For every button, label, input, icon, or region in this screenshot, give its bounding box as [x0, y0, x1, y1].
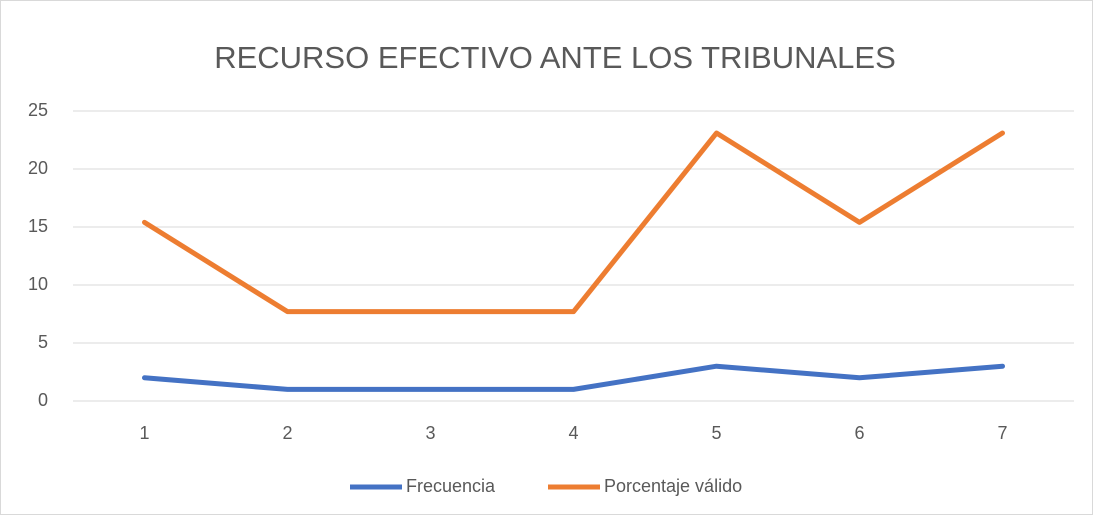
x-tick-label: 2 [282, 423, 292, 443]
y-tick-label: 20 [28, 158, 48, 178]
data-line [142, 130, 1005, 315]
x-tick-label: 1 [139, 423, 149, 443]
y-tick-label: 5 [38, 332, 48, 352]
data-line [142, 363, 1005, 392]
legend-label: Porcentaje válido [604, 476, 742, 496]
x-tick-label: 5 [711, 423, 721, 443]
legend-label: Frecuencia [406, 476, 496, 496]
x-tick-label: 7 [997, 423, 1007, 443]
x-tick-label: 4 [568, 423, 578, 443]
y-tick-label: 0 [38, 390, 48, 410]
y-tick-label: 10 [28, 274, 48, 294]
x-tick-label: 3 [425, 423, 435, 443]
y-tick-label: 25 [28, 100, 48, 120]
chart-title: RECURSO EFECTIVO ANTE LOS TRIBUNALES [214, 40, 896, 75]
x-tick-label: 6 [854, 423, 864, 443]
y-tick-label: 15 [28, 216, 48, 236]
